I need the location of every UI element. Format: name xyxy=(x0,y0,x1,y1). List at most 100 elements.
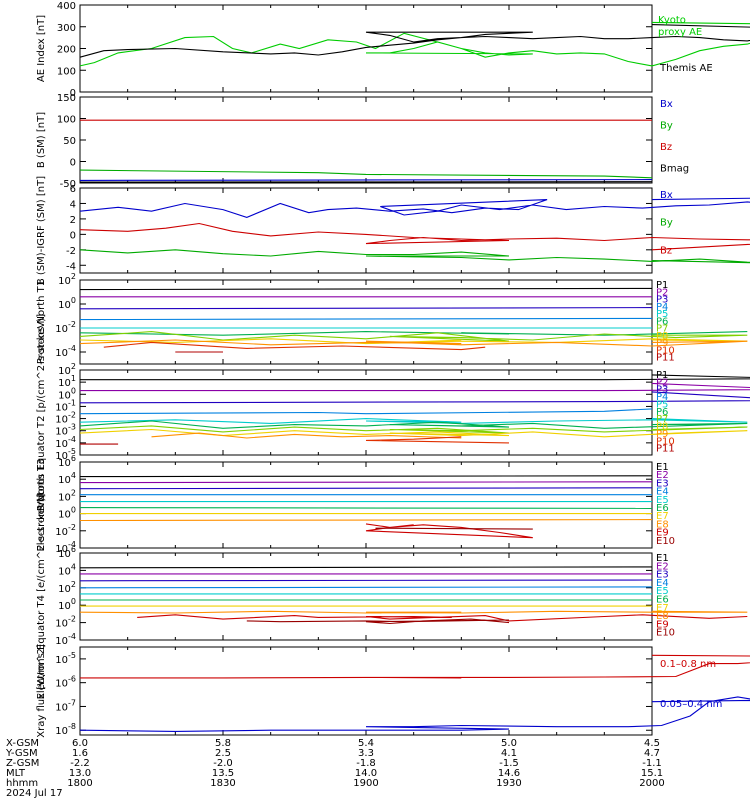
series-line-e1 xyxy=(79,475,653,478)
y-tick-label: 200 xyxy=(57,45,76,56)
series-line-e1 xyxy=(79,566,653,569)
y-tick-label: 102 xyxy=(58,272,76,287)
ephemeris-value: -2.0 xyxy=(213,758,233,769)
legend-p10: P10 xyxy=(656,436,675,447)
y-tick-label: 10-4 xyxy=(55,632,76,647)
legend-p4: P4 xyxy=(656,392,668,403)
legend-p3: P3 xyxy=(656,385,668,396)
legend-e6: E6 xyxy=(656,595,669,606)
legend-e7: E7 xyxy=(656,511,669,522)
y-tick-label: 10-2 xyxy=(55,411,76,426)
y-tick-label: -50 xyxy=(60,179,76,190)
y-tick-label: 10-8 xyxy=(55,722,76,737)
legend-p2: P2 xyxy=(656,377,668,388)
legend-xray-short: 0.05–0.4 nm xyxy=(660,699,722,710)
series-line-kyoto-proxy-ae xyxy=(79,21,750,67)
series-line-p10 xyxy=(103,341,486,351)
panel-7: 10-4 10-2 100 102 104 106 Electrons Equator T4… xyxy=(36,494,748,700)
panel-frame xyxy=(79,552,653,641)
ephemeris-value: 1.6 xyxy=(72,748,88,759)
panel-3: -4 -2 0 2 4 6 B (SM)-IGRF (SM) [nT] Bx By Bz xyxy=(36,176,750,285)
ephemeris-row-label: Z-GSM xyxy=(6,758,39,769)
legend-p9: P9 xyxy=(656,338,668,349)
ephemeris-value: 2.5 xyxy=(215,748,231,759)
legend-p10: P10 xyxy=(656,345,675,356)
ephemeris-value: 1830 xyxy=(210,778,235,789)
legend-p3: P3 xyxy=(656,295,668,306)
legend-p4: P4 xyxy=(656,302,668,313)
legend-p5: P5 xyxy=(656,309,668,320)
legend-p8: P8 xyxy=(656,331,668,342)
panel-4: 10-4 10-2 100 102 Protons North T1 P1P2P3P4P5… xyxy=(36,272,748,365)
legend-e3: E3 xyxy=(656,478,669,489)
ephemeris-row-label: hhmm xyxy=(6,778,38,789)
series-line-0-1-0-8-nm xyxy=(80,654,750,679)
series-line-p3 xyxy=(79,391,750,404)
ephemeris-row-label: Y-GSM xyxy=(5,748,38,759)
ephemeris-value: -1.1 xyxy=(642,758,662,769)
y-tick-label: 10-4 xyxy=(55,435,76,450)
legend-e5: E5 xyxy=(656,586,669,597)
y-tick-label: 104 xyxy=(58,562,76,577)
y-axis-label: AE Index [nT] xyxy=(36,15,47,82)
legend-p6: P6 xyxy=(656,316,668,327)
legend-e4: E4 xyxy=(656,487,669,498)
ephemeris-value: 4.5 xyxy=(644,738,660,749)
ephemeris-row-label: X-GSM xyxy=(6,738,39,749)
legend-e3: E3 xyxy=(656,570,669,581)
series-line-e10 xyxy=(375,527,533,530)
y-axis-label: Electrons Equator T4 [e/(cm^2-s-sr-keV)] xyxy=(36,494,47,700)
series-line-e6 xyxy=(79,507,653,509)
y-tick-label: 100 xyxy=(58,296,76,311)
y-tick-label: 100 xyxy=(57,66,76,77)
series-line-e9 xyxy=(137,614,748,622)
y-tick-label: 102 xyxy=(58,488,76,503)
y-tick-label: 106 xyxy=(58,545,76,560)
y-tick-label: 10-2 xyxy=(55,523,76,538)
series-line-e8 xyxy=(79,519,653,522)
y-tick-label: 10-2 xyxy=(55,615,76,630)
y-tick-label: 100 xyxy=(58,597,76,612)
ephemeris-value: 5.8 xyxy=(215,738,231,749)
series-line-e2 xyxy=(79,481,653,484)
y-axis-label: Protons Equator T2 [p/(cm^2-s-sr-keV)] xyxy=(36,314,47,511)
y-tick-label: 10-2 xyxy=(55,320,76,335)
ephemeris-value: 5.4 xyxy=(358,738,374,749)
y-tick-label: 4 xyxy=(70,199,76,210)
legend-e10: E10 xyxy=(656,628,675,639)
ephemeris-value: -1.8 xyxy=(356,758,376,769)
y-axis-label: Xray flux [W/m^2] xyxy=(36,644,47,738)
series-line-0-05-0-4-nm xyxy=(79,696,750,732)
legend-kyoto: Kyoto xyxy=(658,15,686,26)
ephemeris-value: 14.0 xyxy=(355,768,377,779)
series-line-p7 xyxy=(79,331,748,342)
ephemeris-value: -1.5 xyxy=(499,758,519,769)
legend-p5: P5 xyxy=(656,399,668,410)
y-tick-label: 6 xyxy=(70,184,76,195)
legend-e8: E8 xyxy=(656,611,669,622)
y-tick-label: 10-4 xyxy=(55,344,76,359)
panel-frame xyxy=(79,646,653,736)
y-tick-label: 0 xyxy=(70,158,76,169)
y-tick-label: 0 xyxy=(70,230,76,241)
legend-p7: P7 xyxy=(656,324,668,335)
legend-by: By xyxy=(660,121,673,132)
legend-e8: E8 xyxy=(656,519,669,530)
series-line-p10 xyxy=(365,436,510,444)
legend-e1: E1 xyxy=(656,553,669,564)
y-axis-label: B (SM)-IGRF (SM) [nT] xyxy=(36,176,47,285)
legend-p7: P7 xyxy=(656,414,668,425)
y-tick-label: 102 xyxy=(58,362,76,377)
y-tick-label: 101 xyxy=(58,374,76,389)
series-line-p2 xyxy=(80,382,750,392)
series-line-p9 xyxy=(151,432,462,439)
ephemeris-value: 5.0 xyxy=(501,738,517,749)
legend-themis-ae: Themis AE xyxy=(659,63,713,74)
legend-bz: Bz xyxy=(660,245,672,256)
panel-frame xyxy=(79,96,653,184)
ephemeris-value: 2000 xyxy=(639,778,664,789)
panel-2: -50 0 50 100 150 B (SM) [nT] Bx By Bz Bmag xyxy=(36,93,689,190)
series-line-p1 xyxy=(79,287,653,291)
